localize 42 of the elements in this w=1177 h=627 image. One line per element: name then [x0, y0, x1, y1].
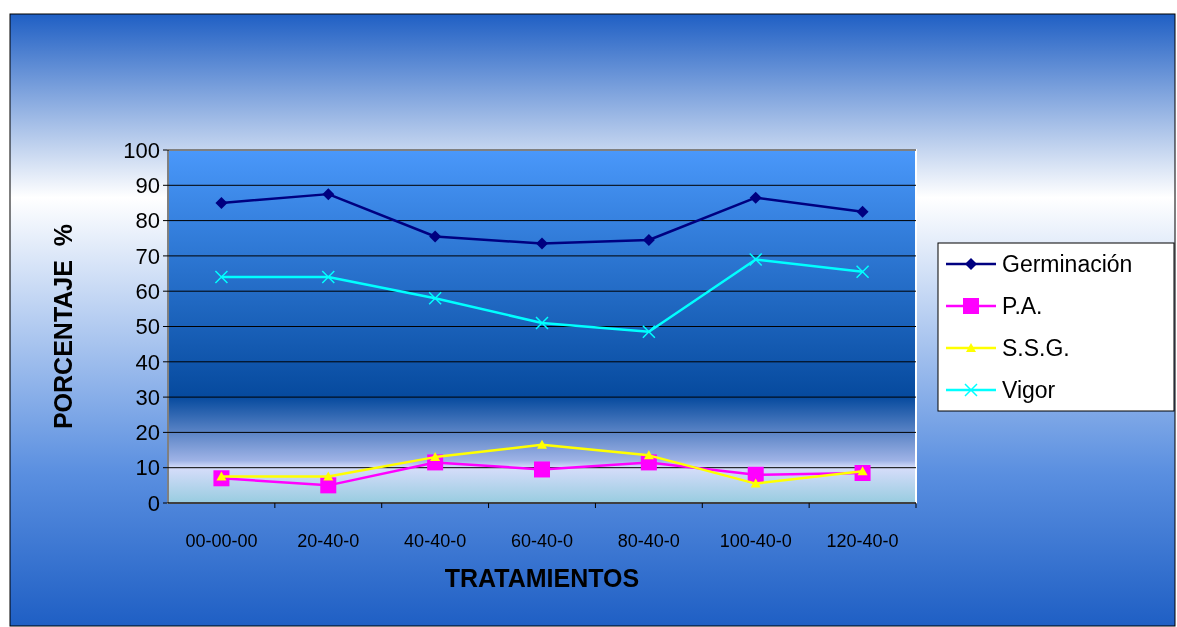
point	[215, 196, 228, 209]
y-tick-label: 100	[123, 137, 160, 163]
point	[429, 230, 442, 243]
point	[322, 188, 335, 201]
y-tick-label: 80	[135, 208, 160, 234]
point	[642, 325, 656, 339]
legend-label: Vigor	[1002, 377, 1056, 404]
point	[321, 270, 336, 284]
point	[537, 439, 547, 449]
y-tick-label: 50	[135, 314, 160, 340]
point	[214, 270, 229, 284]
x-tick-label: 120-40-0	[826, 531, 899, 551]
x-tick-label: 00-00-00	[185, 531, 258, 551]
y-tick-label: 40	[135, 349, 160, 375]
x-tick-label: 80-40-0	[617, 531, 680, 551]
point	[536, 237, 548, 250]
y-tick-label: 0	[147, 490, 160, 516]
point	[643, 450, 654, 460]
x-tick-label: 60-40-0	[510, 531, 574, 551]
y-tick-label: 90	[135, 173, 160, 198]
x-tick-label: 20-40-0	[297, 531, 360, 551]
point	[750, 478, 761, 488]
point	[534, 461, 550, 478]
legend-label: Germinación	[1002, 251, 1133, 278]
y-tick-label: 60	[135, 278, 160, 304]
point	[323, 471, 334, 481]
point	[856, 205, 869, 218]
point	[749, 191, 762, 204]
y-tick-label: 10	[135, 455, 160, 481]
y-tick-label: 20	[135, 420, 160, 446]
point	[748, 252, 763, 267]
point	[535, 316, 549, 330]
legend-label: P.A.	[1002, 293, 1043, 320]
point	[855, 265, 870, 279]
legend-label: S.S.G.	[1002, 335, 1070, 362]
point	[428, 291, 442, 306]
y-tick-label: 70	[135, 243, 160, 269]
y-tick-label: 30	[135, 384, 160, 410]
x-tick-label: 40-40-0	[404, 531, 467, 551]
x-tick-label: 100-40-0	[719, 531, 792, 551]
y-axis-title: PORCENTAJE %	[49, 223, 77, 430]
x-axis-title: TRATAMIENTOS	[444, 564, 640, 592]
